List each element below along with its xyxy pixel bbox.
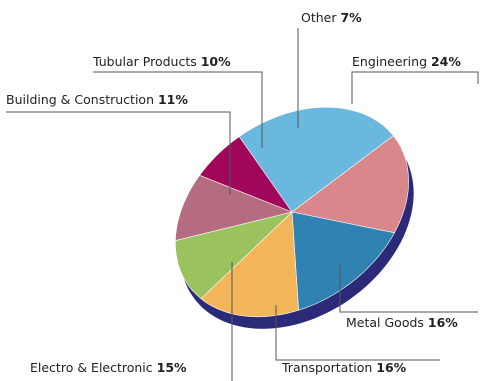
leader-line-5 (93, 71, 263, 148)
pie-slice-tubular-products (175, 174, 293, 241)
label-building-construction: Building & Construction 11% (6, 92, 188, 107)
label-engineering: Engineering 24% (352, 54, 461, 69)
pie-slice-metal-goods (291, 135, 409, 234)
label-metal-goods: Metal Goods 16% (346, 315, 458, 330)
pie-slice-other (199, 136, 293, 213)
leader-line-1 (339, 265, 478, 313)
leader-line-0 (351, 71, 479, 104)
label-transportation: Transportation 16% (281, 360, 407, 375)
leader-line-4 (6, 111, 231, 195)
label-other: Other 7% (301, 10, 362, 25)
leader-line-2 (275, 305, 440, 361)
slice-labels: Engineering 24% Metal Goods 16% Transpor… (6, 10, 461, 375)
label-tubular-products: Tubular Products 10% (92, 54, 231, 69)
pie-slice-electro-electronic (200, 211, 299, 318)
pie-slices (175, 106, 409, 318)
leader-lines (6, 28, 479, 381)
label-electro-electronic: Electro & Electronic 15% (30, 360, 187, 375)
pie-slice-engineering (238, 106, 394, 213)
pie-slice-transportation (291, 211, 395, 311)
